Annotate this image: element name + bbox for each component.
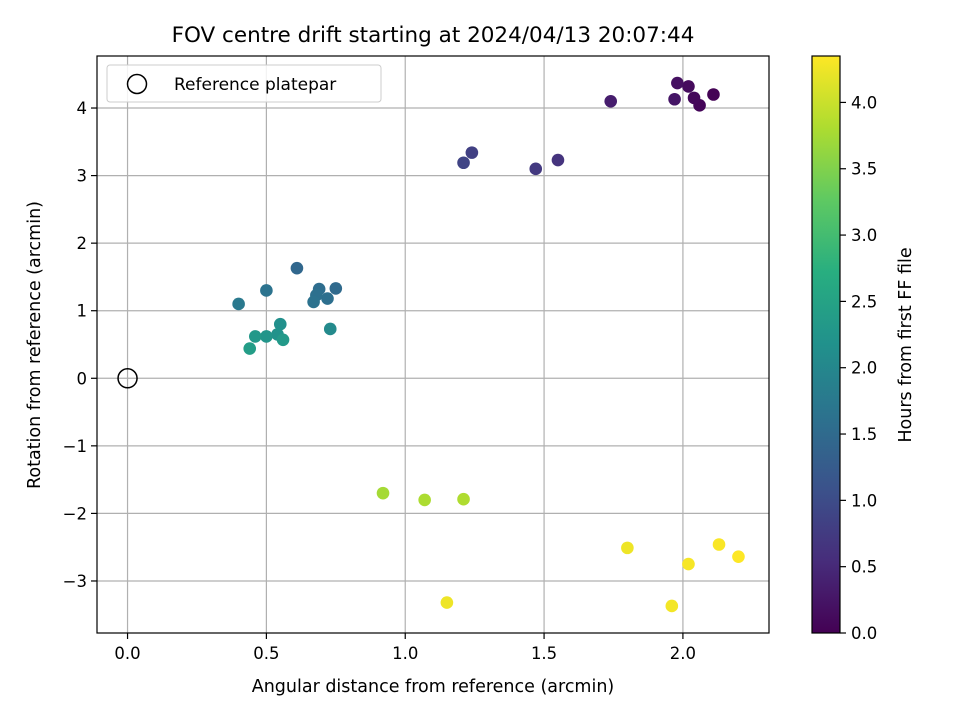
colorbar: 0.0 0.5 1.0 1.5 2.0 2.5 3.0 3.5 4.0 Hours from f… (811, 55, 916, 643)
y-axis-ticks: −3 −2 −1 0 1 2 3 4 (63, 99, 97, 591)
colorbar-tick-label: 0.0 (851, 624, 877, 643)
data-point (329, 282, 343, 295)
colorbar-tick-label: 0.5 (851, 558, 877, 577)
data-point (604, 94, 618, 108)
y-tick-label: 1 (77, 302, 88, 321)
x-tick-label: 0.0 (114, 644, 140, 663)
data-point (668, 92, 681, 106)
colorbar-label: Hours from first FF file (896, 247, 916, 442)
data-point (323, 322, 337, 336)
y-tick-label: 3 (77, 167, 88, 186)
data-point (232, 297, 245, 311)
data-point (665, 599, 679, 613)
colorbar-tick-label: 4.0 (851, 93, 877, 112)
y-tick-label: 2 (77, 234, 88, 253)
data-point (682, 80, 695, 93)
x-axis-label: Angular distance from reference (arcmin) (252, 677, 615, 697)
colorbar-tick-label: 3.0 (851, 226, 877, 245)
data-point (243, 342, 257, 355)
grid (97, 56, 769, 633)
data-point (465, 146, 479, 159)
data-point (290, 261, 304, 275)
y-tick-label: 4 (77, 99, 88, 118)
data-point (260, 330, 273, 343)
data-point (440, 596, 454, 609)
x-tick-label: 1.5 (531, 644, 557, 663)
data-point (712, 538, 726, 551)
colorbar-ticks: 0.0 0.5 1.0 1.5 2.0 2.5 3.0 3.5 4.0 (840, 93, 877, 643)
data-point (671, 76, 684, 90)
colorbar-gradient (811, 55, 841, 634)
data-point (260, 284, 273, 297)
data-point (457, 156, 470, 170)
data-point (682, 557, 695, 571)
colorbar-tick-label: 1.5 (851, 425, 877, 444)
data-point (529, 162, 543, 176)
y-axis-label: Rotation from reference (arcmin) (25, 201, 45, 489)
data-point (307, 295, 320, 309)
x-tick-label: 0.5 (253, 644, 279, 663)
colorbar-tick-label: 2.5 (851, 292, 877, 311)
legend-marker (126, 73, 148, 95)
legend-entry-reference-platepar: Reference platepar (174, 75, 336, 95)
data-point (732, 550, 745, 563)
colorbar-tick-label: 2.0 (851, 359, 877, 378)
data-point (551, 153, 565, 167)
x-tick-label: 2.0 (670, 644, 696, 663)
colorbar-tick-label: 1.0 (851, 491, 877, 510)
reference-platepar-point (117, 368, 138, 389)
colorbar-tick-label: 3.5 (851, 160, 877, 179)
data-point (276, 333, 290, 347)
data-point (621, 541, 634, 555)
y-tick-label: −1 (63, 437, 87, 456)
data-point (457, 492, 470, 506)
y-tick-label: −2 (63, 504, 87, 523)
data-point (687, 91, 701, 105)
data-point (418, 493, 431, 507)
x-tick-label: 1.0 (392, 644, 418, 663)
data-point (376, 486, 390, 500)
legend-box (106, 64, 382, 103)
data-point (248, 330, 262, 343)
x-axis-ticks: 0.0 0.5 1.0 1.5 2.0 (114, 633, 696, 663)
y-tick-label: 0 (77, 369, 88, 388)
y-tick-label: −3 (63, 572, 87, 591)
plot-frame (96, 55, 770, 634)
data-points (232, 76, 745, 613)
legend: Reference platepar (106, 64, 382, 103)
data-point (707, 88, 720, 101)
data-point (321, 292, 334, 305)
chart-title: FOV centre drift starting at 2024/04/13 … (172, 23, 695, 48)
data-point (273, 317, 287, 331)
